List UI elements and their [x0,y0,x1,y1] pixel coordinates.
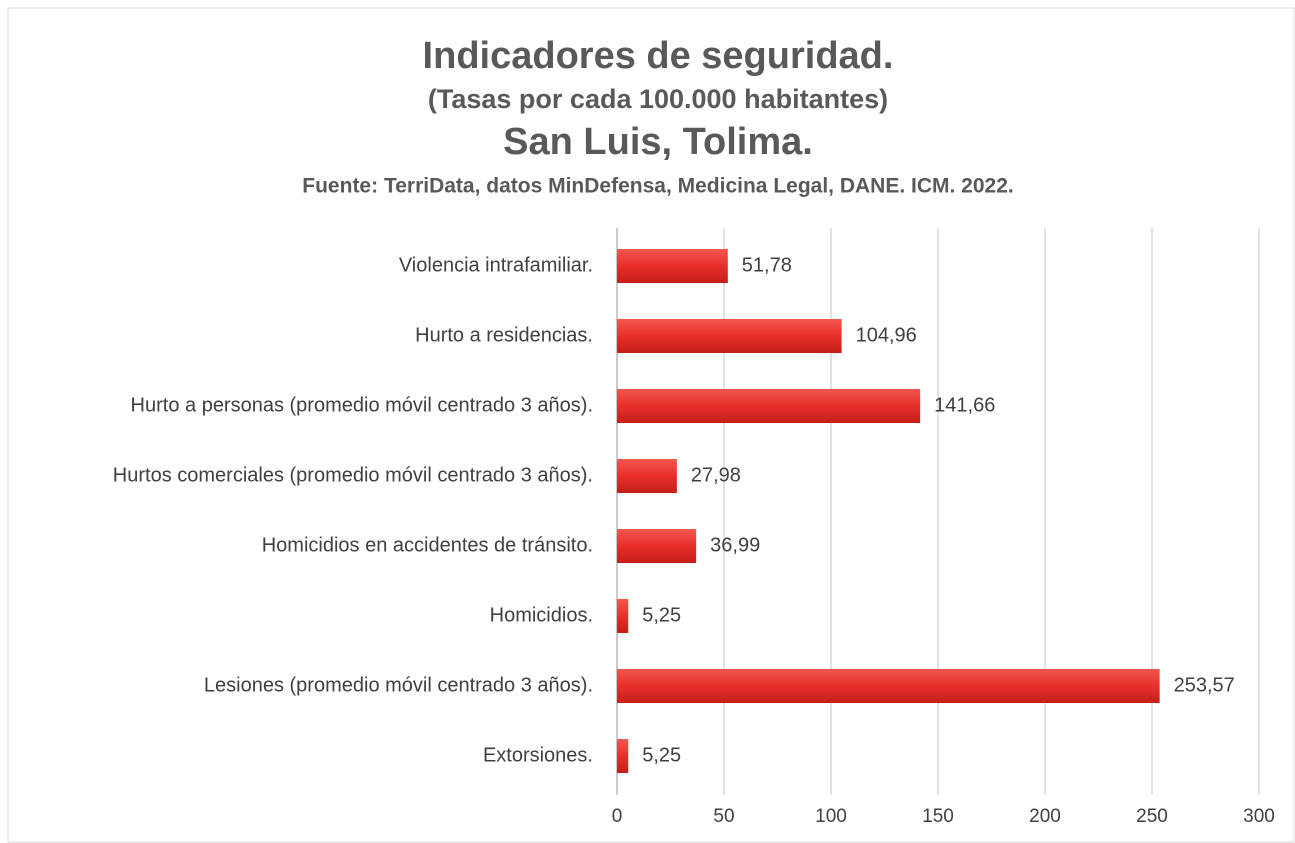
bar [617,319,842,353]
bar [617,529,697,563]
value-label: 253,57 [1174,674,1235,696]
value-label: 36,99 [710,534,760,556]
y-tick-label: Hurto a personas (promedio móvil centrad… [131,394,593,416]
bar [617,249,728,283]
chart-subtitle: (Tasas por cada 100.000 habitantes) [428,84,888,114]
bar [617,669,1160,703]
value-label: 5,25 [642,604,681,626]
value-label: 51,78 [742,254,792,276]
value-label: 5,25 [642,744,681,766]
bar [617,599,629,633]
x-tick-label: 100 [815,806,847,827]
x-tick-label: 250 [1136,806,1168,827]
y-tick-label: Hurtos comerciales (promedio móvil centr… [113,464,593,486]
bar [617,459,677,493]
y-tick-label: Extorsiones. [483,744,593,766]
y-tick-label: Violencia intrafamiliar. [399,254,593,276]
x-tick-label: 50 [713,806,734,827]
value-label: 27,98 [691,464,741,486]
value-label: 104,96 [856,324,917,346]
chart-title: Indicadores de seguridad. [423,35,894,77]
x-tick-label: 150 [922,806,954,827]
x-tick-label: 300 [1243,806,1275,827]
y-tick-label: Lesiones (promedio móvil centrado 3 años… [204,674,593,696]
chart-location: San Luis, Tolima. [503,121,813,163]
bar [617,389,921,423]
x-tick-label: 0 [612,806,623,827]
y-tick-label: Hurto a residencias. [415,324,593,346]
y-tick-label: Homicidios. [490,604,593,626]
value-label: 141,66 [934,394,995,416]
chart-source: Fuente: TerriData, datos MinDefensa, Med… [302,175,1013,198]
x-tick-label: 200 [1029,806,1061,827]
y-tick-label: Homicidios en accidentes de tránsito. [262,534,593,556]
bar [617,739,629,773]
frame [7,7,1295,843]
